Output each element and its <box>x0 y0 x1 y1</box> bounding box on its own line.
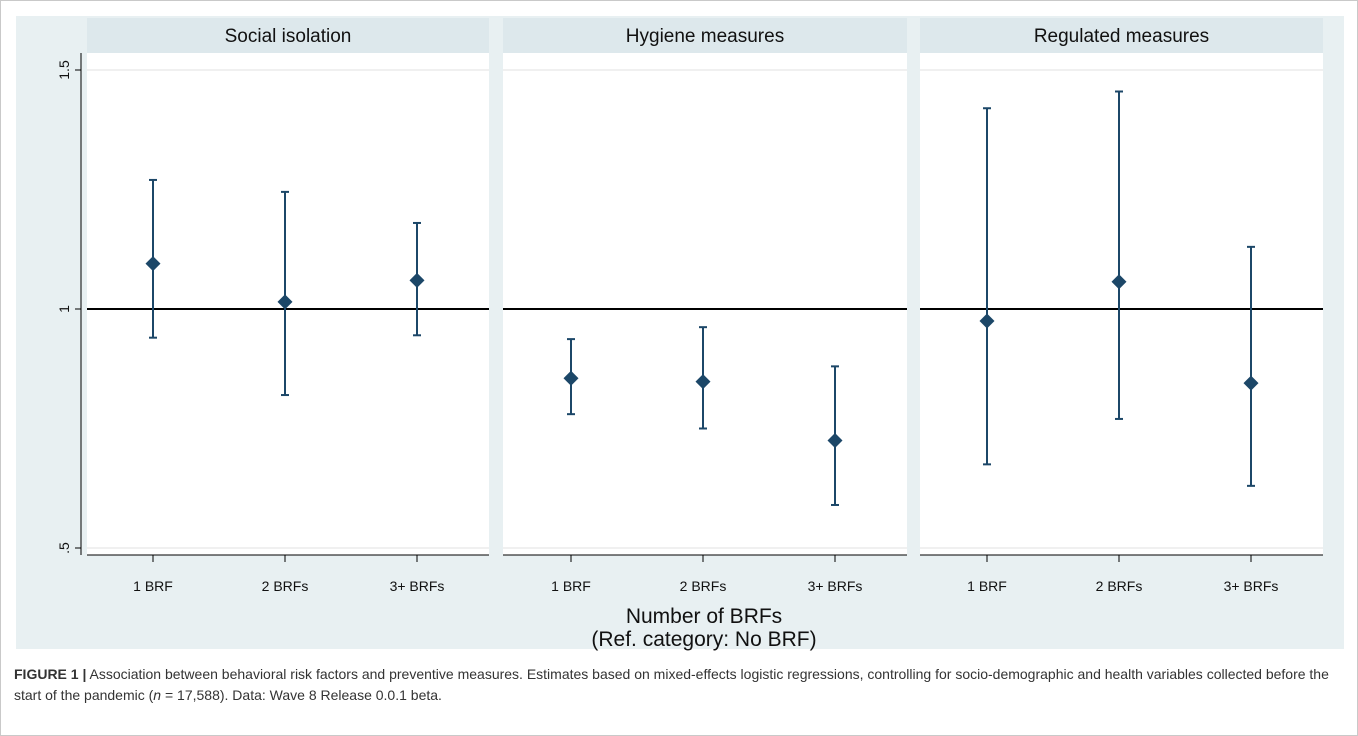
point-estimate <box>409 272 425 288</box>
x-tick-label: 3+ BRFs <box>390 578 445 594</box>
y-tick-label: .5 <box>56 542 72 554</box>
panel-header <box>87 18 489 53</box>
x-tick-label: 2 BRFs <box>1096 578 1143 594</box>
point-estimate <box>277 294 293 310</box>
figure-caption: FIGURE 1 | Association between behaviora… <box>14 664 1344 706</box>
point-estimate <box>695 374 711 390</box>
panel-1: Social isolation 1 BRF 2 BRFs 3+ BRFs <box>87 18 489 594</box>
panel-plot-region <box>920 53 1323 555</box>
panel-title: Social isolation <box>225 26 352 47</box>
point-estimate <box>563 370 579 386</box>
caption-label: FIGURE 1 | <box>14 666 87 682</box>
panel-3: Regulated measures 1 BRF 2 BRFs 3+ BRFs <box>920 18 1323 594</box>
point-estimate <box>827 432 843 448</box>
x-tick-label: 3+ BRFs <box>808 578 863 594</box>
point-estimate <box>1243 375 1259 391</box>
caption-text-after-n: = 17,588). Data: Wave 8 Release 0.0.1 be… <box>161 687 442 703</box>
panel-title: Hygiene measures <box>626 26 784 47</box>
y-tick-label: 1.5 <box>56 60 72 80</box>
x-axis-subtitle: (Ref. category: No BRF) <box>591 628 816 651</box>
y-tick-label: 1 <box>56 305 72 313</box>
caption-text-before-n: Association between behavioral risk fact… <box>14 666 1329 703</box>
caption-n-symbol: n <box>153 687 162 703</box>
x-tick-label: 1 BRF <box>551 578 591 594</box>
x-axis-title: Number of BRFs <box>626 605 782 628</box>
x-tick-label: 2 BRFs <box>680 578 727 594</box>
x-tick-label: 2 BRFs <box>262 578 309 594</box>
panel-header <box>920 18 1323 53</box>
x-tick-label: 1 BRF <box>967 578 1007 594</box>
x-tick-label: 3+ BRFs <box>1224 578 1279 594</box>
panel-title: Regulated measures <box>1034 26 1209 47</box>
x-tick-label: 1 BRF <box>133 578 173 594</box>
panel-header <box>503 18 907 53</box>
panel-plot-region <box>503 53 907 555</box>
point-estimate <box>979 313 995 329</box>
panel-2: Hygiene measures 1 BRF 2 BRFs 3+ BRFs <box>503 18 907 594</box>
point-estimate <box>145 256 161 272</box>
point-estimate <box>1111 274 1127 290</box>
